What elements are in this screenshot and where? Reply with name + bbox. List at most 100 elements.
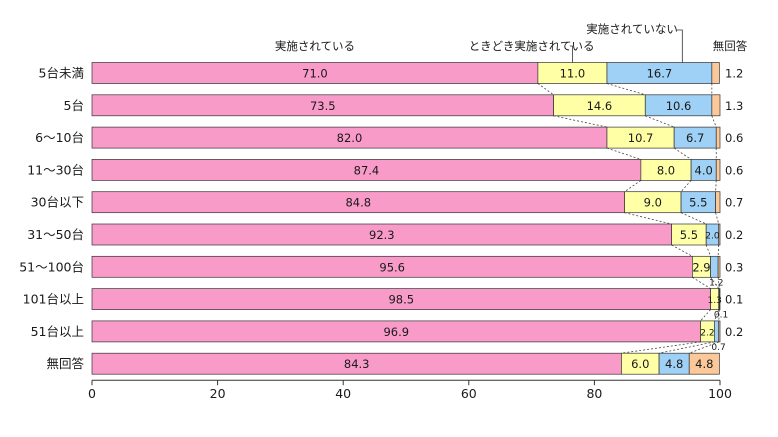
category-label: 5台 (64, 98, 84, 113)
data-label-3-s2: 10.7 (628, 131, 654, 145)
data-label-10-s2: 6.0 (631, 357, 649, 371)
data-label-8-s4: 0.1 (725, 293, 743, 307)
category-label: 11～30台 (27, 162, 84, 177)
connector-line (537, 83, 554, 96)
data-label-6-s3: 2.0 (705, 232, 720, 242)
category-label: 51台以上 (31, 324, 84, 339)
x-tick-label: 20 (210, 386, 226, 401)
bar-segment-8-s4 (719, 288, 721, 310)
data-labels: 71.0 11.0 16.7 1.2 73.5 14.6 10.6 1.3 82.0 10.7 6.… (302, 67, 743, 372)
data-label-2-s3: 10.6 (666, 99, 692, 113)
category-label: 30台以下 (31, 195, 84, 210)
connector-line (680, 212, 707, 225)
bar-segment-7-s3 (710, 255, 719, 278)
data-label-6-s1: 92.3 (369, 228, 395, 242)
connector-line (718, 309, 720, 321)
data-label-3-s3: 6.7 (686, 131, 704, 145)
data-label-6-s2: 5.5 (680, 228, 698, 242)
bar-segment-5-s4 (715, 191, 721, 214)
data-label-9-s2: 2.2 (700, 328, 714, 338)
connector-line (673, 147, 692, 160)
connector-line (671, 244, 693, 257)
connector-line (717, 244, 720, 257)
data-label-9-s3: 0.7 (711, 343, 725, 353)
category-label: 101台以上 (23, 292, 84, 307)
data-label-4-s3: 4.0 (695, 163, 713, 177)
data-label-5-s2: 9.0 (644, 196, 662, 210)
data-label-9-s4: 0.2 (725, 325, 743, 339)
bar-segment-2-s4 (711, 94, 721, 117)
data-label-7-s3: 1.2 (709, 278, 723, 288)
connector-line (624, 180, 642, 193)
bar-segment-3-s4 (715, 126, 721, 149)
data-label-4-s1: 87.4 (354, 163, 380, 177)
connector-line (553, 115, 608, 128)
bar-segment-4-s4 (715, 159, 721, 181)
bar-segment-6-s4 (718, 223, 721, 246)
connector-line (624, 212, 672, 225)
data-label-7-s2: 2.9 (692, 260, 710, 274)
data-label-7-s1: 95.6 (379, 260, 405, 274)
data-label-5-s4: 0.7 (725, 196, 743, 210)
data-label-1-s1: 71.0 (302, 67, 328, 81)
connector-line (621, 341, 701, 354)
data-label-2-s1: 73.5 (310, 99, 336, 113)
category-label: 51～100台 (19, 259, 84, 274)
legend-leader-2 (569, 45, 573, 63)
x-tick-label: 100 (708, 386, 732, 401)
data-label-10-s1: 84.3 (344, 357, 370, 371)
data-label-1-s4: 1.2 (725, 67, 743, 81)
data-label-3-s4: 0.6 (725, 131, 743, 145)
data-label-8-s3: 0.1 (714, 311, 728, 321)
data-label-7-s4: 0.3 (725, 260, 743, 274)
connector-line (645, 115, 675, 128)
category-label: 無回答 (46, 356, 84, 371)
connector-lines (537, 83, 720, 354)
connector-line (705, 244, 711, 257)
connector-line (606, 83, 646, 96)
bar-segment-1-s4 (711, 62, 720, 84)
x-tick-label: 0 (88, 386, 96, 401)
data-label-2-s2: 14.6 (587, 99, 613, 113)
data-label-3-s1: 82.0 (337, 131, 363, 145)
data-label-10-s4: 4.8 (695, 357, 713, 371)
legend-label-4: 無回答 (713, 39, 748, 53)
category-label: 5台未満 (39, 66, 84, 81)
data-label-1-s2: 11.0 (560, 67, 586, 81)
connector-line (711, 115, 717, 128)
data-label-5-s3: 5.5 (689, 196, 707, 210)
x-tick-label: 80 (586, 386, 602, 401)
connector-line (680, 180, 692, 192)
legend-leader-3 (676, 29, 683, 63)
connector-line (700, 309, 711, 322)
connector-line (692, 276, 711, 289)
bars (91, 62, 721, 375)
category-label: 6～10台 (35, 130, 84, 145)
data-label-4-s2: 8.0 (657, 163, 675, 177)
connector-line (606, 147, 641, 160)
data-label-10-s3: 4.8 (665, 357, 683, 371)
data-label-2-s4: 1.3 (725, 99, 743, 113)
x-axis: 0 20 40 60 80 100 (88, 379, 732, 401)
data-label-5-s1: 84.8 (345, 196, 371, 210)
legend-label-2: ときどき実施されている (469, 39, 595, 53)
category-label: 31～50台 (27, 227, 84, 242)
data-label-8-s1: 98.5 (388, 293, 414, 307)
data-label-4-s4: 0.6 (725, 163, 743, 177)
bar-segment-9-s3 (713, 320, 720, 343)
legend-label-3: 実施されていない (586, 22, 678, 36)
x-tick-label: 40 (335, 386, 351, 401)
data-label-6-s4: 0.2 (725, 228, 743, 242)
x-tick-label: 60 (461, 386, 477, 401)
bar-segment-7-s4 (717, 255, 721, 278)
connector-line (717, 277, 720, 289)
data-label-9-s1: 96.9 (383, 325, 409, 339)
bar-segment-10-s4 (688, 352, 720, 375)
bar-segment-9-s4 (718, 320, 721, 343)
category-labels: 5台未満 5台 6～10台 11～30台 30台以下 31～50台 51～100台 101台以… (19, 66, 84, 372)
connector-line (715, 212, 720, 225)
connector-line (689, 341, 719, 354)
data-label-1-s3: 16.7 (647, 67, 673, 81)
